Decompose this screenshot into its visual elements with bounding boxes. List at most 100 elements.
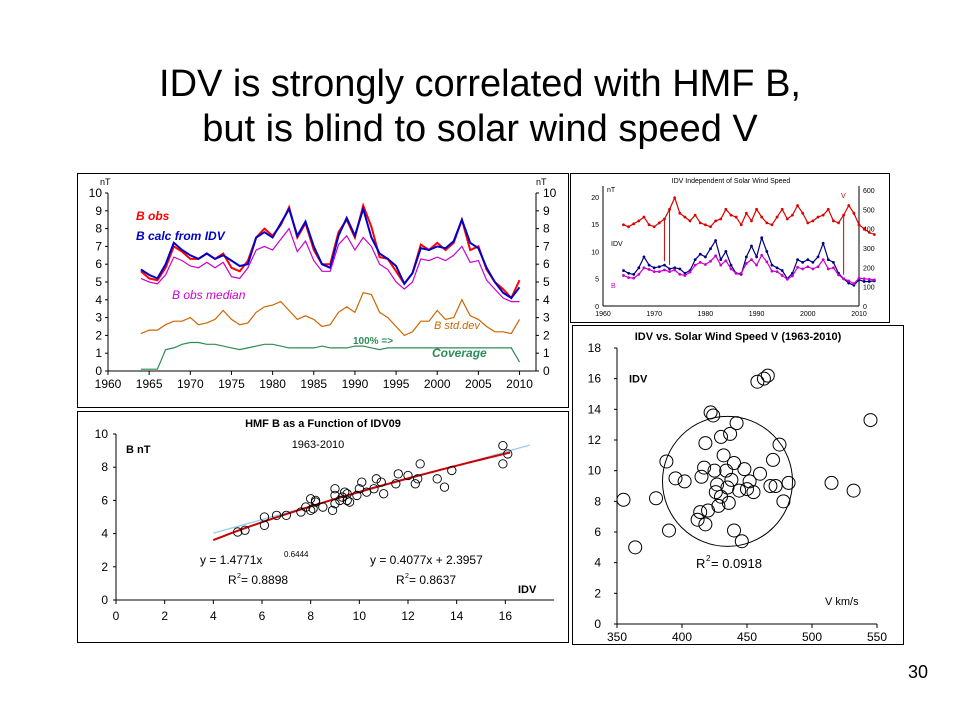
x-tick-label: 550 [867,630,887,644]
series-point [698,252,702,256]
series-point [698,221,702,225]
series-point [657,265,661,269]
data-point [750,374,765,389]
series-label-1: B calc from IDV [136,229,226,243]
series-point [826,267,830,271]
data-point [306,494,316,504]
y-tick-label: 8 [594,494,601,508]
data-point [379,489,389,499]
chart-idv-vs-v: IDV vs. Solar Wind Speed V (1963-2010) 0 2… [572,325,904,645]
series-point [683,215,687,219]
chart-title: HMF B as a Function of IDV09 [245,418,401,430]
series-point [734,215,738,219]
data-point [707,463,722,478]
series-point [837,273,840,277]
series-point [678,272,682,276]
data-point [734,534,749,549]
series-point [816,255,820,259]
linear-fit-r2: R [396,573,405,587]
data-point [306,505,316,516]
series-point [632,272,636,276]
series-point [857,276,861,280]
data-point [724,472,739,487]
data-point [327,505,338,516]
series-point [770,223,774,227]
data-point [701,503,715,518]
y-tick-label: 2 [101,560,108,574]
series-point [806,221,810,225]
power-fit-r2-value: = 0.8898 [241,573,288,587]
series-point [821,241,825,245]
title-line-1: IDV is strongly correlated with HMF B, [159,63,801,105]
series-point [765,250,769,253]
series-point [652,270,656,274]
series-point [709,247,712,251]
data-point [766,452,780,467]
series-point [668,267,671,271]
series-line-1 [140,205,521,300]
series-point [673,196,677,200]
series-point [867,280,871,283]
series-point [801,267,805,271]
x-tick-label: 1975 [218,377,245,391]
data-point [369,484,379,494]
x-axis-label: IDV [518,584,537,596]
series-point [832,260,835,264]
y-tick-label-right: 5 [543,275,550,289]
series-point [622,274,625,277]
y-tick-label-left: 0 [595,304,599,311]
series-point [780,207,784,211]
y-tick-label-right: 2 [543,328,550,342]
y-tick-label: 12 [588,433,602,447]
series-point [744,211,748,215]
series-point [637,272,641,276]
series-point [698,260,702,264]
data-point [649,491,663,506]
series-point [693,213,697,217]
series-point [770,263,774,267]
data-point [723,426,738,441]
data-point [763,479,778,493]
y-tick-label: 0 [594,617,601,631]
y-tick-label-right: 8 [543,222,550,236]
series-point [801,260,805,264]
series-point [678,211,682,215]
chart-title: IDV Independent of Solar Wind Speed [672,178,791,185]
series-point [632,222,636,226]
data-point [233,527,243,537]
power-fit-exponent: 0.6444 [284,550,309,559]
data-point [662,523,676,538]
series-point [832,219,835,223]
series-point [642,266,646,270]
series-point [765,221,769,225]
series-point [857,223,861,227]
data-point [393,469,403,479]
data-point [753,466,767,481]
data-point [413,474,423,484]
y-tick-label-right: 3 [543,311,550,325]
series-point [739,223,743,227]
y-tick-label-left: 4 [95,293,102,307]
y-tick-label: 4 [594,556,601,570]
series-line-0 [623,196,875,236]
series-point [750,258,753,262]
data-point [310,495,321,506]
y-tick-label: 4 [101,527,108,541]
left-axis-label: nT [607,187,616,194]
power-fit-r2: R [228,573,237,587]
data-point [846,483,861,498]
y-tick-label-left: 5 [95,275,102,289]
series-point [785,277,789,281]
hmf-vs-idv-svg: HMF B as a Function of IDV09 1963-2010 0 2 4… [95,418,554,623]
series-point [744,262,748,265]
y-tick-label: 10 [95,427,109,441]
data-point [415,459,425,469]
series-point [785,217,789,221]
data-point [714,429,728,444]
series-point [862,280,866,283]
series-point [796,265,799,269]
series-point [755,263,758,267]
data-point [719,463,734,478]
r2-label: R [696,556,705,571]
data-point [503,449,513,459]
